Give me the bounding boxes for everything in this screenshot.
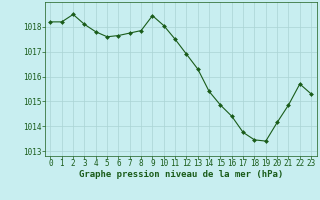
- X-axis label: Graphe pression niveau de la mer (hPa): Graphe pression niveau de la mer (hPa): [79, 170, 283, 179]
